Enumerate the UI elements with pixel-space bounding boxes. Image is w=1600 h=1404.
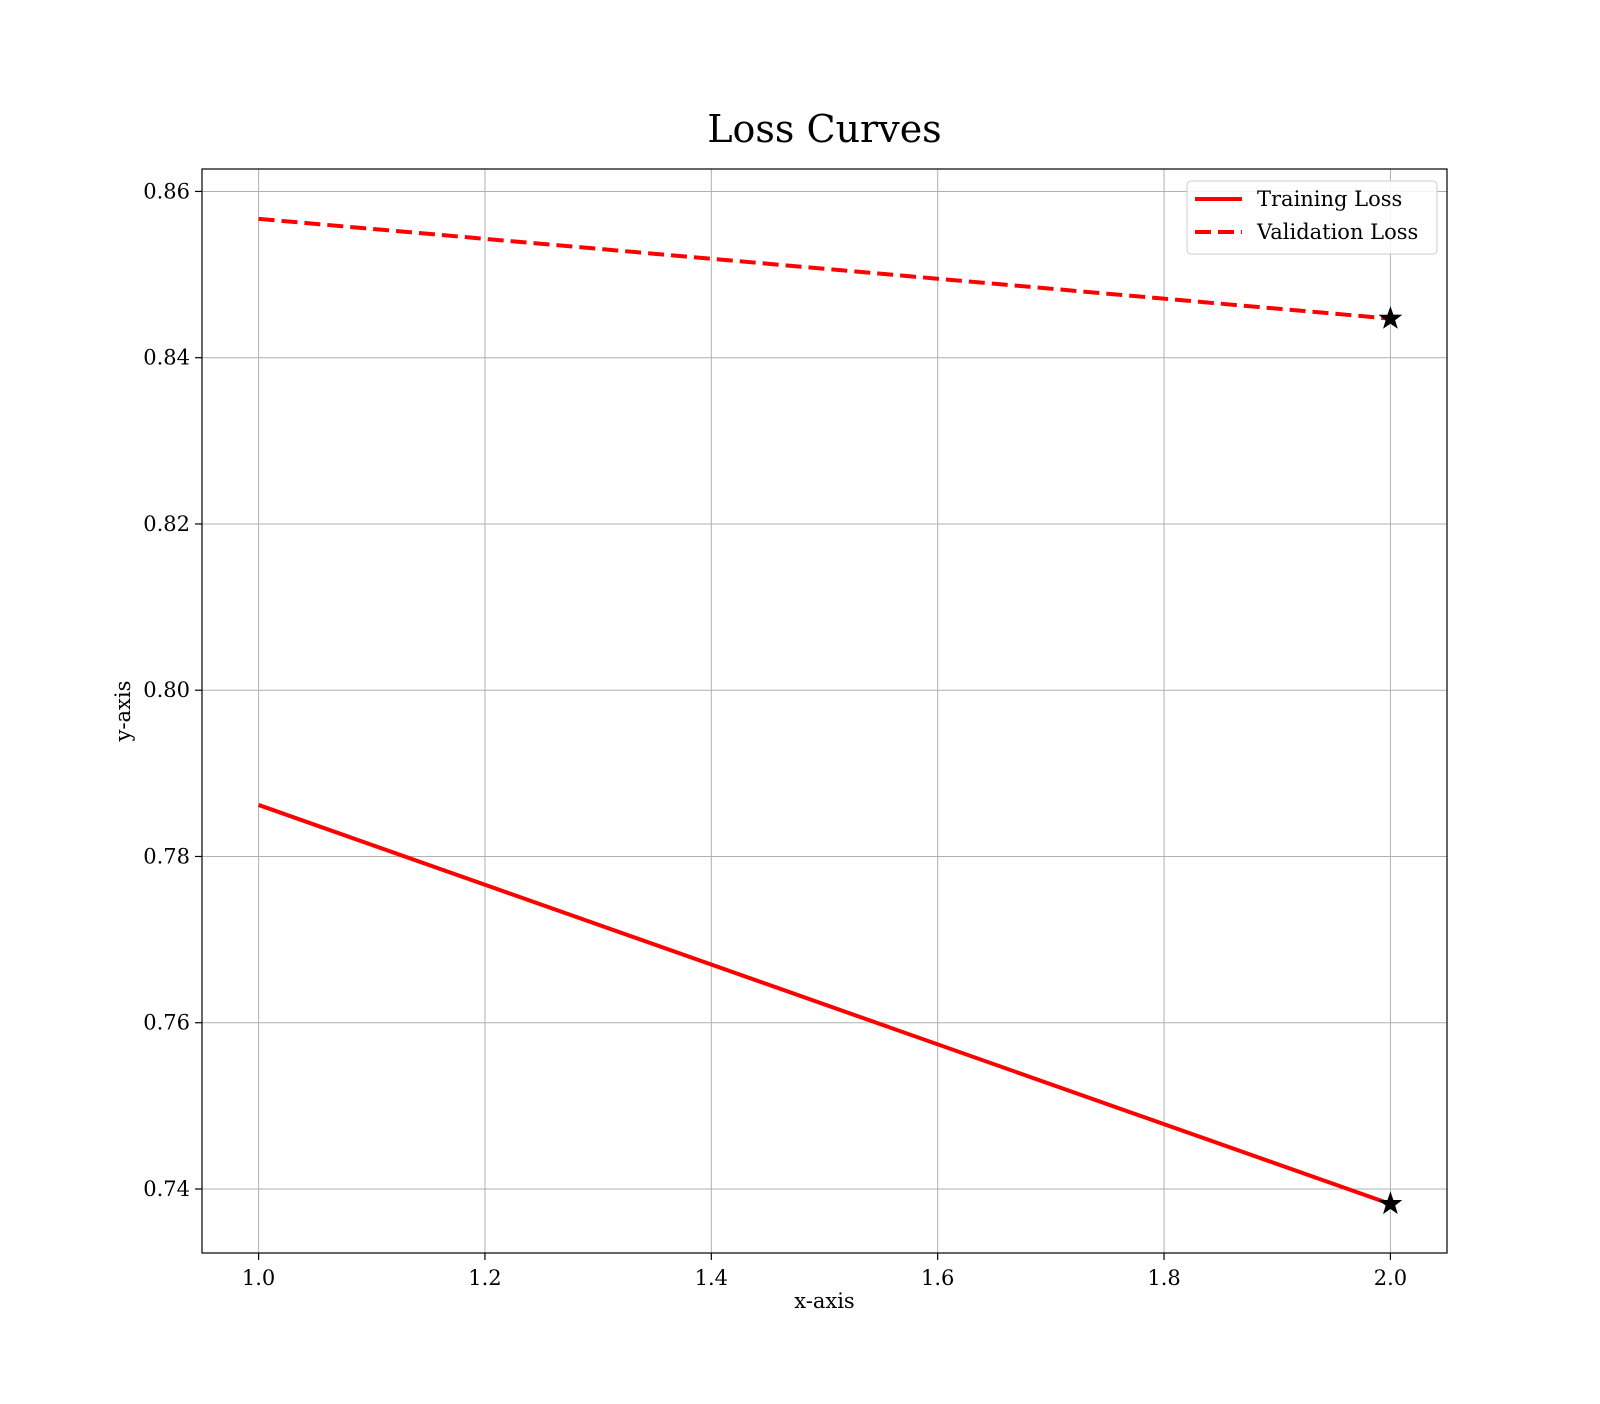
y-tick-label: 0.74 <box>143 1177 190 1201</box>
x-tick-label: 1.4 <box>695 1266 728 1290</box>
y-tick-label: 0.78 <box>143 844 190 868</box>
y-tick-label: 0.82 <box>143 512 190 536</box>
legend-label: Validation Loss <box>1256 220 1418 244</box>
x-tick-label: 1.0 <box>242 1266 275 1290</box>
series-line-validation-loss <box>258 216 1391 321</box>
y-tick-label: 0.84 <box>143 346 190 370</box>
x-tick-label: 1.2 <box>468 1266 501 1290</box>
series-layer <box>257 216 1403 1215</box>
legend-box <box>1186 180 1438 255</box>
y-axis-label: y-axis <box>111 681 135 743</box>
end-point-star-marker <box>1378 1191 1403 1215</box>
end-point-star-marker <box>1378 306 1403 329</box>
legend-label: Training Loss <box>1257 187 1402 211</box>
x-axis-label: x-axis <box>794 1289 854 1313</box>
ticks: 1.0 1.2 1.4 1.6 1.8 2.0 0.74 0.76 0.78 0.80 0.82 0.… <box>143 179 1407 1290</box>
y-tick-label: 0.80 <box>143 678 190 702</box>
x-tick-label: 2.0 <box>1374 1266 1407 1290</box>
y-tick-label: 0.76 <box>143 1011 190 1035</box>
plot-frame <box>201 168 1448 1254</box>
x-tick-label: 1.6 <box>921 1266 954 1290</box>
chart-title: Loss Curves <box>707 107 941 151</box>
series-line-training-loss <box>257 803 1392 1206</box>
legend: Training Loss Validation Loss <box>1186 180 1438 255</box>
y-tick-label: 0.86 <box>143 179 190 203</box>
x-tick-label: 1.8 <box>1147 1266 1180 1290</box>
